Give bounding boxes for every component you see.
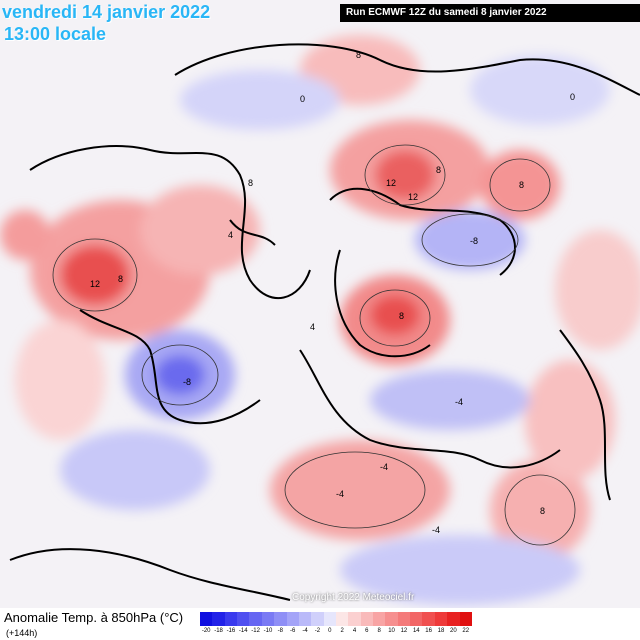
run-info-banner: Run ECMWF 12Z du samedi 8 janvier 2022 bbox=[340, 4, 640, 22]
legend-swatch bbox=[311, 612, 324, 626]
legend-tick: -18 bbox=[214, 628, 223, 634]
coastlines bbox=[9, 43, 640, 601]
legend-tick: 22 bbox=[462, 628, 470, 634]
legend-swatch bbox=[212, 612, 225, 626]
legend-swatch bbox=[237, 612, 250, 626]
legend-swatch bbox=[224, 612, 238, 626]
legend-tick: 20 bbox=[450, 628, 457, 634]
contour-label: 0 bbox=[570, 92, 575, 102]
legend-swatch bbox=[397, 612, 411, 626]
contour-label: 8 bbox=[399, 311, 404, 321]
legend-tick: 4 bbox=[352, 628, 357, 634]
legend-swatch bbox=[335, 612, 349, 626]
copyright-text: Copyright 2022 Meteociel.fr bbox=[292, 592, 415, 603]
legend-tick: 16 bbox=[425, 628, 432, 634]
legend-swatch bbox=[385, 612, 398, 626]
legend-tick: -16 bbox=[226, 628, 236, 634]
contour-label: 12 bbox=[408, 192, 418, 202]
legend-color-bar bbox=[200, 612, 472, 626]
legend-tick: 6 bbox=[365, 628, 369, 634]
contour-label: 12 bbox=[386, 178, 396, 188]
legend-tick: -20 bbox=[201, 628, 211, 634]
contour-label: 8 bbox=[436, 165, 441, 175]
legend-tick: 0 bbox=[328, 628, 332, 634]
legend-tick: 2 bbox=[340, 628, 344, 634]
legend-tick: -10 bbox=[263, 628, 273, 634]
contour-label: 8 bbox=[519, 180, 524, 190]
legend-tick: 18 bbox=[437, 628, 445, 634]
color-legend: Anomalie Temp. à 850hPa (°C) (+144h) -20… bbox=[0, 608, 640, 640]
contour-label: -4 bbox=[455, 397, 463, 407]
legend-swatch bbox=[274, 612, 287, 626]
contour-label: -8 bbox=[183, 377, 191, 387]
legend-tick: -8 bbox=[277, 628, 283, 634]
valid-date-title: vendredi 14 janvier 2022 bbox=[2, 2, 211, 22]
legend-tick: 12 bbox=[400, 628, 408, 634]
contour-label: -4 bbox=[336, 489, 344, 499]
legend-tick: 10 bbox=[388, 628, 395, 634]
legend-swatch bbox=[261, 612, 275, 626]
contour-lines bbox=[52, 144, 576, 546]
legend-swatch bbox=[434, 612, 448, 626]
contour-label: 8 bbox=[118, 274, 123, 284]
contour-label: 8 bbox=[248, 178, 253, 188]
legend-swatch bbox=[410, 612, 423, 626]
contour-label-layer: 8 8 8 12 12 12 8 8 8 -4 -4 -8 -8 -4 0 4 0 4 -4 8 bbox=[90, 50, 575, 535]
local-time-title: 13:00 locale bbox=[4, 24, 107, 44]
legend-tick-labels: -20 -18 -16 -14 -12 -10 -8 -6 -4 -2 0 2 4 6 8 10 12 14 16 1… bbox=[200, 628, 472, 638]
legend-tick: -4 bbox=[302, 628, 308, 634]
legend-tick: -14 bbox=[238, 628, 248, 634]
legend-tick: 8 bbox=[377, 628, 381, 634]
legend-swatch bbox=[286, 612, 299, 626]
legend-swatch bbox=[360, 612, 374, 626]
contour-label: 8 bbox=[356, 50, 361, 60]
legend-tick: 14 bbox=[412, 628, 420, 634]
legend-swatch bbox=[249, 612, 262, 626]
legend-swatch bbox=[298, 612, 312, 626]
legend-title: Anomalie Temp. à 850hPa (°C) bbox=[4, 610, 184, 625]
contour-label: -4 bbox=[380, 462, 388, 472]
contour-label: 4 bbox=[228, 230, 233, 240]
legend-swatch bbox=[459, 612, 472, 626]
map-canvas: 8 8 8 12 12 12 8 8 8 -4 -4 -8 -8 -4 0 4 0 4 -4 8 bbox=[0, 35, 640, 605]
contour-label: 8 bbox=[540, 506, 545, 516]
legend-swatch bbox=[447, 612, 460, 626]
legend-swatch bbox=[422, 612, 435, 626]
legend-swatch bbox=[200, 612, 213, 626]
contour-label: -4 bbox=[432, 525, 440, 535]
legend-tick: -2 bbox=[314, 628, 321, 634]
legend-swatch bbox=[373, 612, 386, 626]
contour-label: 4 bbox=[310, 322, 315, 332]
legend-tick: -12 bbox=[251, 628, 260, 634]
anomaly-map: 8 8 8 12 12 12 8 8 8 -4 -4 -8 -8 -4 0 4 0 4 -4 8 vendredi 1… bbox=[0, 0, 640, 608]
legend-swatch bbox=[323, 612, 336, 626]
contour-label: 12 bbox=[90, 279, 100, 289]
legend-tick: -6 bbox=[290, 628, 296, 634]
lead-time-label: (+144h) bbox=[6, 628, 38, 638]
legend-swatch bbox=[348, 612, 361, 626]
contour-label: -8 bbox=[470, 236, 478, 246]
contour-label: 0 bbox=[300, 94, 305, 104]
